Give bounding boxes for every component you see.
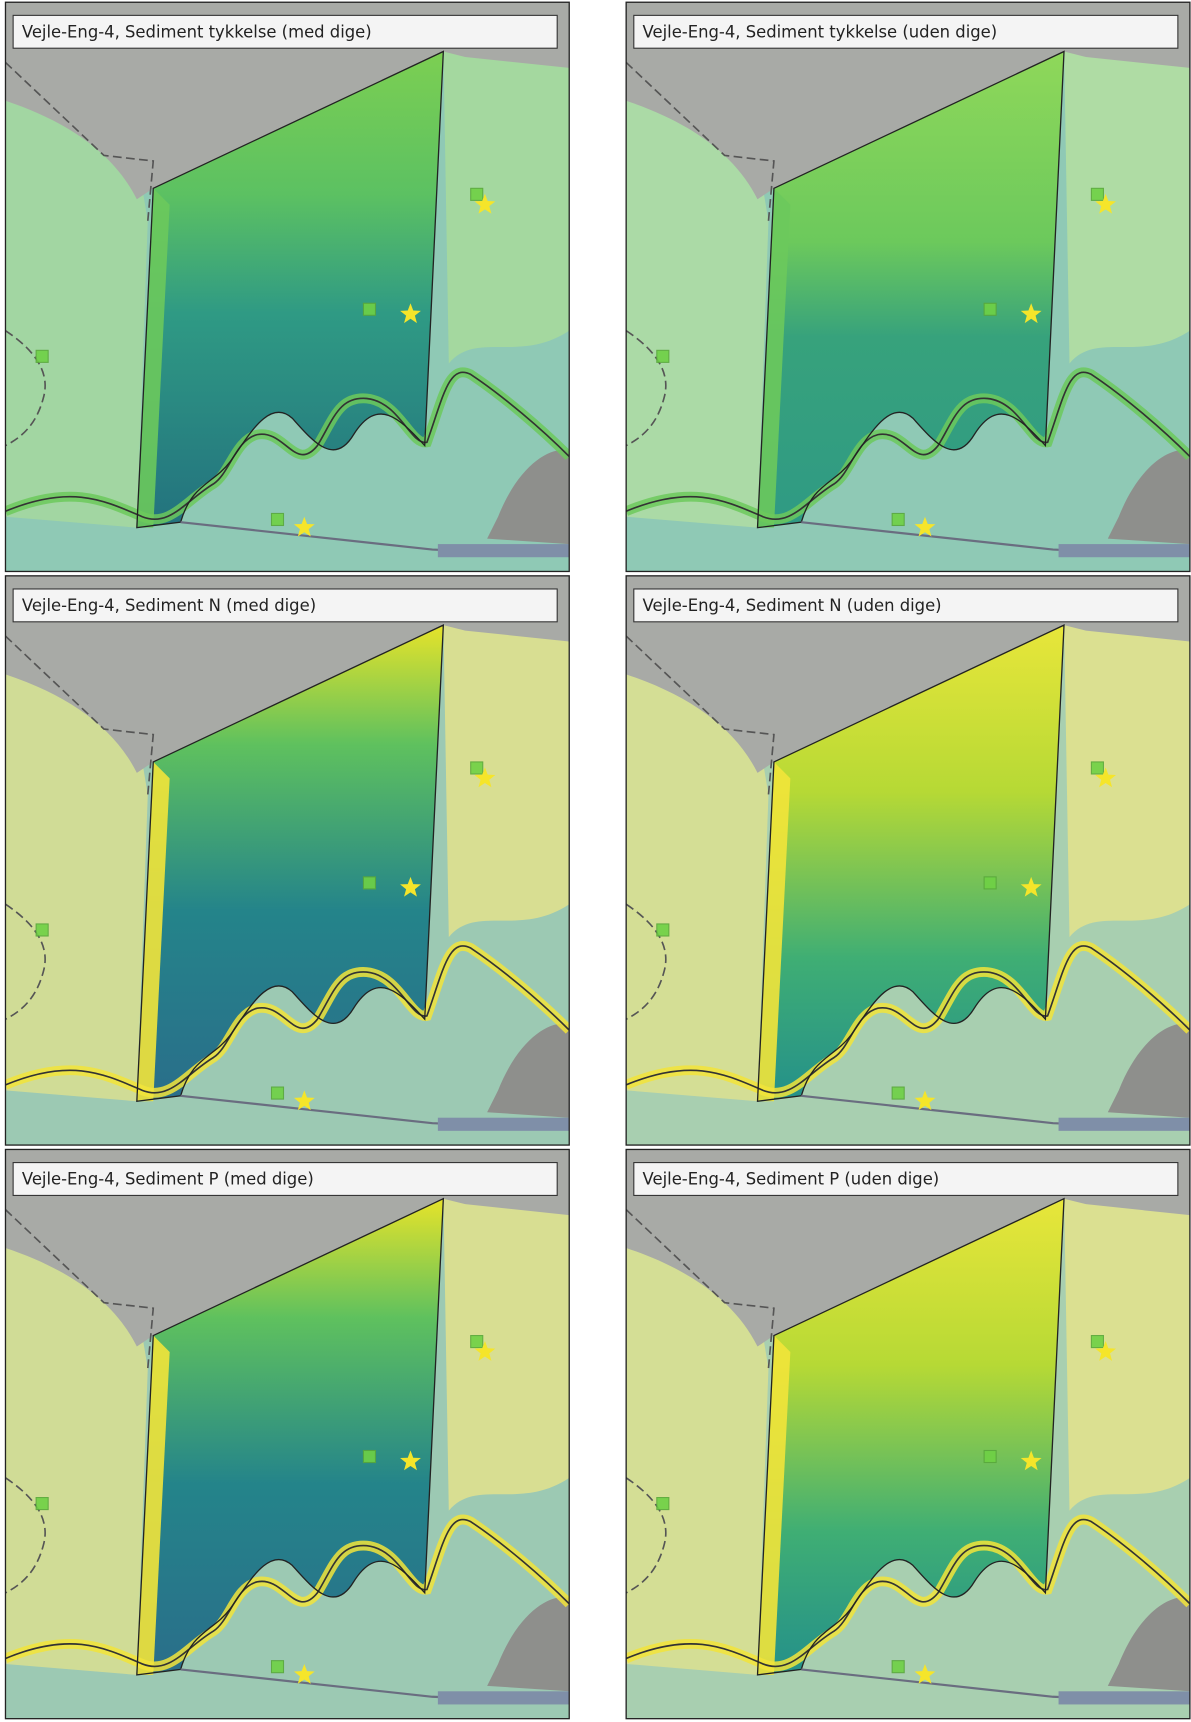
map-panel: Vejle-Eng-4, Sediment tykkelse (uden dig… (626, 2, 1190, 571)
panel-title: Vejle-Eng-4, Sediment tykkelse (uden dig… (643, 22, 998, 41)
road-band (438, 1118, 569, 1131)
station-square (892, 513, 904, 525)
map-panel: Vejle-Eng-4, Sediment N (uden dige) (626, 576, 1190, 1145)
map-content (626, 1149, 1190, 1718)
map-content (5, 576, 569, 1145)
map-content (5, 1149, 569, 1718)
map-panel: Vejle-Eng-4, Sediment P (med dige) (5, 1149, 569, 1718)
station-square (1091, 188, 1103, 200)
station-square (271, 513, 283, 525)
station-square (363, 877, 375, 889)
station-square (1091, 762, 1103, 774)
panel-title: Vejle-Eng-4, Sediment P (uden dige) (643, 1170, 940, 1189)
map-panel: Vejle-Eng-4, Sediment tykkelse (med dige… (5, 2, 569, 571)
road-band (438, 1691, 569, 1704)
map-panel: Vejle-Eng-4, Sediment N (med dige) (5, 576, 569, 1145)
panel-title: Vejle-Eng-4, Sediment P (med dige) (22, 1170, 314, 1189)
shore (1064, 35, 1190, 363)
panel-title: Vejle-Eng-4, Sediment N (uden dige) (643, 596, 942, 615)
station-square (657, 924, 669, 936)
shore (443, 35, 569, 363)
station-square (471, 1336, 483, 1348)
panel-title: Vejle-Eng-4, Sediment tykkelse (med dige… (22, 22, 372, 41)
station-square (471, 188, 483, 200)
map-content (626, 2, 1190, 571)
station-square (363, 1450, 375, 1462)
panel-title: Vejle-Eng-4, Sediment N (med dige) (22, 596, 316, 615)
station-square (271, 1087, 283, 1099)
road-band (1059, 1691, 1190, 1704)
map-content (5, 2, 569, 571)
station-square (657, 1498, 669, 1510)
road-band (1059, 1118, 1190, 1131)
station-square (984, 1450, 996, 1462)
station-square (36, 350, 48, 362)
road-band (438, 544, 569, 557)
station-square (984, 303, 996, 315)
shore (1064, 609, 1190, 937)
station-square (984, 877, 996, 889)
station-square (1091, 1336, 1103, 1348)
shore (1064, 1182, 1190, 1510)
station-square (36, 1498, 48, 1510)
map-grid: Vejle-Eng-4, Sediment tykkelse (med dige… (0, 0, 1191, 1722)
station-square (271, 1661, 283, 1673)
road-band (1059, 544, 1190, 557)
shore (443, 609, 569, 937)
station-square (471, 762, 483, 774)
shore (443, 1182, 569, 1510)
station-square (363, 303, 375, 315)
station-square (892, 1087, 904, 1099)
station-square (657, 350, 669, 362)
station-square (892, 1661, 904, 1673)
map-panel: Vejle-Eng-4, Sediment P (uden dige) (626, 1149, 1190, 1718)
station-square (36, 924, 48, 936)
map-content (626, 576, 1190, 1145)
